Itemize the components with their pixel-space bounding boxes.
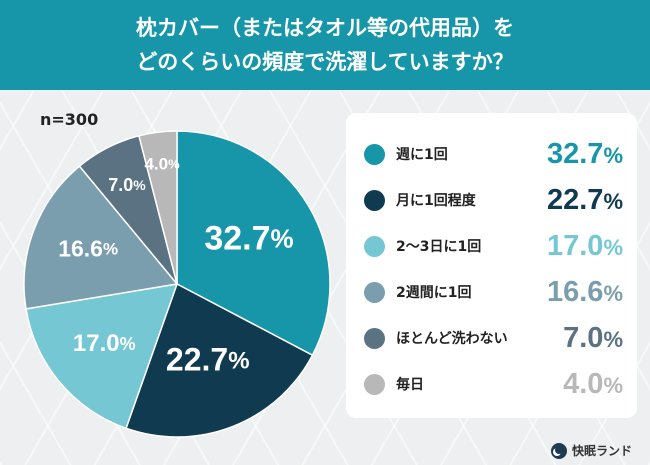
title-line-2: どのくらいの頻度で洗濯していますか？ [136,50,514,74]
legend-swatch [364,235,385,257]
legend-item: 毎日 4.0% [346,364,637,404]
moon-icon [550,442,567,459]
legend-value: 32.7% [546,137,623,170]
legend-item: 2週間に1回 16.6% [346,272,637,312]
pie-slice-3 [25,283,179,430]
pie-slice-1 [176,130,331,357]
pie-label-6: 4.0% [144,155,180,174]
legend-value: 16.6% [546,275,623,308]
legend-item: ほとんど洗わない 7.0% [346,318,637,358]
legend-label: 毎日 [396,377,424,393]
legend-item: 2〜3日に1回 17.0% [346,226,637,266]
pie-slice-4 [23,165,179,310]
legend-swatch [364,189,385,211]
title-banner: 枕カバー（またはタオル等の代用品）を どのくらいの頻度で洗濯していますか？ [0,0,650,90]
legend-label: 2週間に1回 [396,285,472,301]
legend-value: 4.0% [563,367,623,400]
pie-label-5: 7.0% [108,175,146,195]
legend-swatch [364,143,385,165]
legend-label: 週に1回 [396,147,448,163]
pie-slice-6 [138,130,178,285]
pie-slice-2 [125,282,314,438]
legend-label: ほとんど洗わない [396,331,508,347]
sample-size-label: n=300 [40,110,99,129]
legend-label: 2〜3日に1回 [396,239,482,255]
pie-chart: 32.7% 22.7% 17.0% 16.6% 7.0%4.0% [23,130,331,438]
pie-label-2: 22.7% [166,342,250,378]
legend-value: 17.0% [546,229,623,262]
title-line-1: 枕カバー（またはタオル等の代用品）を [136,16,514,40]
legend-item: 月に1回程度 22.7% [346,180,637,220]
legend-panel: 週に1回 32.7% 月に1回程度 22.7% 2〜3日に1回 17.0% 2週間に1回 16… [346,113,637,418]
legend-swatch [364,373,385,395]
legend-swatch [364,327,385,349]
legend-value: 7.0% [563,321,623,354]
legend-label: 月に1回程度 [396,193,476,209]
legend-swatch [364,281,385,303]
pie-label-3: 17.0% [73,330,136,357]
legend-item: 週に1回 32.7% [346,134,637,174]
pie-label-1: 32.7% [204,219,293,257]
pie-label-4: 16.6% [58,236,118,262]
brand-name: 快眠ランド [571,444,632,458]
brand-logo: 快眠ランド [550,442,632,459]
legend-value: 22.7% [546,183,623,216]
